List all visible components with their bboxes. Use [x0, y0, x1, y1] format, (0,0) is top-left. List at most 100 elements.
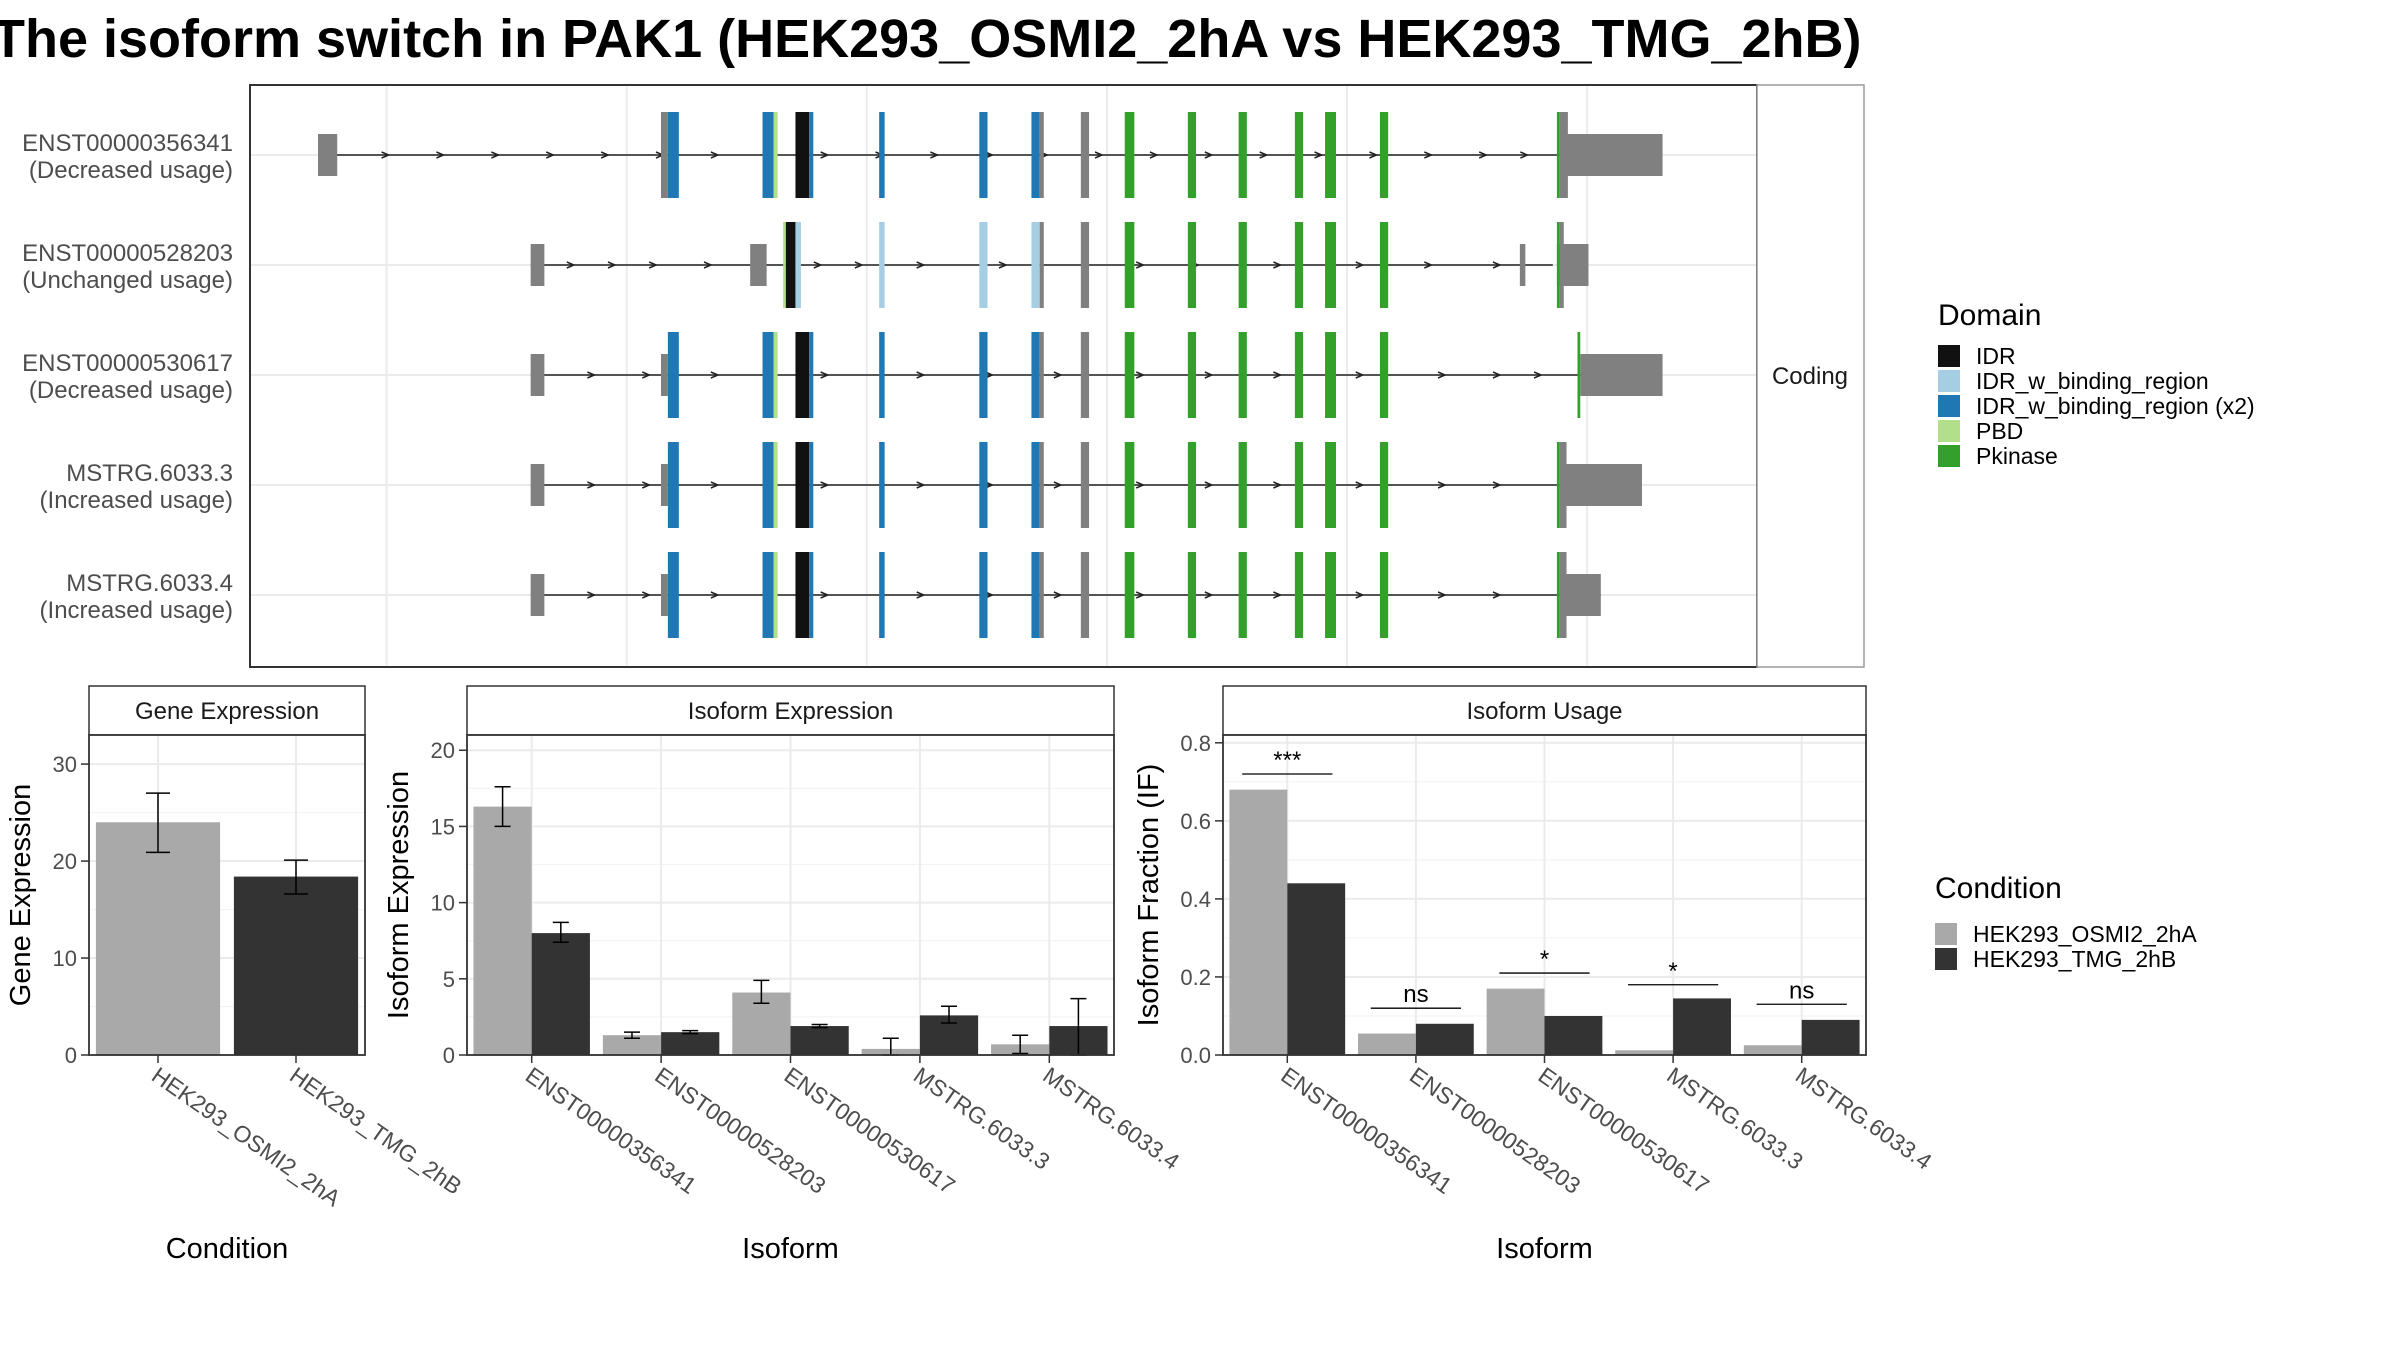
exon-block [1031, 112, 1040, 198]
significance-label: ns [1403, 981, 1428, 1008]
exon-block [661, 112, 668, 198]
legend-swatch [1935, 948, 1957, 970]
legend-swatch [1938, 370, 1960, 392]
isoform-id-label: MSTRG.6033.3 [66, 460, 233, 487]
isoform-track [250, 222, 1757, 308]
legend-swatch [1938, 420, 1960, 442]
bar [531, 933, 590, 1055]
y-tick-label: 0.0 [1180, 1043, 1211, 1068]
strand-arrow [1437, 591, 1447, 599]
y-axis-title: Isoform Expression [383, 771, 415, 1019]
strand-arrow [1273, 591, 1283, 599]
strand-arrow [1355, 261, 1365, 269]
bar [233, 876, 359, 1055]
exon-block [1080, 222, 1090, 308]
strand-arrow [1492, 591, 1502, 599]
isoform-id-label: MSTRG.6033.4 [66, 570, 233, 597]
strand-arrow [1355, 591, 1365, 599]
significance-label: *** [1273, 747, 1301, 774]
exon-block [795, 552, 810, 638]
isoform-usage-label: (Decreased usage) [29, 157, 233, 184]
utr-block [661, 354, 668, 396]
exon-block [1039, 442, 1044, 528]
exon-block [1187, 442, 1197, 528]
exon-block [1577, 332, 1581, 418]
bar [1743, 1045, 1802, 1055]
isoform-usage-label: (Decreased usage) [29, 377, 233, 404]
bar [1229, 789, 1288, 1055]
exon-block [1238, 112, 1247, 198]
exon-block [1124, 112, 1135, 198]
exon-block [1039, 332, 1044, 418]
strand-arrow [641, 371, 652, 379]
strand-arrow [1437, 371, 1447, 379]
exon-block [1031, 442, 1040, 528]
strand-arrow [984, 371, 995, 379]
strand-arrow [813, 261, 823, 269]
exon-block [667, 332, 679, 418]
exon-block [773, 442, 778, 528]
exon-block [1325, 332, 1337, 418]
exon-block [809, 332, 814, 418]
strand-arrow [916, 591, 926, 599]
exon-block [979, 442, 988, 528]
exon-block [979, 332, 988, 418]
exon-block [979, 112, 988, 198]
strand-arrow [1053, 371, 1063, 379]
bar [1486, 988, 1545, 1055]
utr-block [1566, 464, 1642, 506]
exon-block [795, 222, 801, 308]
utr-block [750, 244, 767, 286]
y-tick-label: 10 [431, 891, 455, 916]
strand-arrow [587, 481, 597, 489]
exon-block [809, 112, 814, 198]
bar [790, 1026, 849, 1055]
utr-block [1519, 244, 1526, 286]
strand-arrow [1492, 371, 1502, 379]
bar [473, 806, 532, 1055]
exon-block [1559, 222, 1564, 308]
legend-label: HEK293_OSMI2_2hA [1973, 921, 2197, 947]
utr-block [661, 464, 668, 506]
isoform-usage-label: (Increased usage) [40, 487, 233, 514]
strand-arrow [1369, 151, 1379, 159]
figure-title: The isoform switch in PAK1 (HEK293_OSMI2… [0, 9, 1862, 69]
exon-block [1325, 112, 1337, 198]
isoform-track [250, 332, 1757, 418]
strand-arrow [1437, 481, 1447, 489]
exon-block [1039, 222, 1044, 308]
legend-label: IDR_w_binding_region (x2) [1976, 393, 2255, 419]
exon-block [762, 442, 774, 528]
exon-block [773, 332, 778, 418]
legend-label: Pkinase [1976, 443, 2058, 469]
exon-block [1238, 222, 1247, 308]
y-tick-label: 0 [443, 1043, 455, 1068]
bar [1358, 1033, 1416, 1055]
exon-block [1031, 332, 1040, 418]
exon-block [795, 332, 810, 418]
isoform-structure-panel: ENST00000356341(Decreased usage)ENST0000… [22, 84, 1865, 668]
strand-arrow [381, 151, 391, 159]
isoform-expression-panel: Isoform Expression05101520ENST0000035634… [383, 685, 1184, 1265]
exon-block [762, 112, 774, 198]
panel-title: Gene Expression [135, 698, 319, 725]
x-axis-title: Condition [166, 1233, 289, 1265]
strand-arrow [1355, 481, 1365, 489]
exon-block [1238, 442, 1247, 528]
strand-arrow [1135, 591, 1146, 599]
bar [602, 1035, 662, 1055]
legend-swatch [1938, 345, 1960, 367]
strand-arrow [1204, 371, 1214, 379]
y-tick-label: 0.8 [1180, 731, 1211, 756]
strand-arrow [1135, 261, 1146, 269]
strand-arrow [491, 151, 501, 159]
strand-arrow [710, 591, 720, 599]
exon-block [1187, 552, 1197, 638]
strand-arrow [710, 481, 720, 489]
strand-arrow [1424, 151, 1434, 159]
significance-label: ns [1789, 977, 1814, 1004]
panel-strip [88, 685, 366, 736]
strand-arrow [641, 481, 652, 489]
legend-title: Condition [1935, 872, 2062, 905]
